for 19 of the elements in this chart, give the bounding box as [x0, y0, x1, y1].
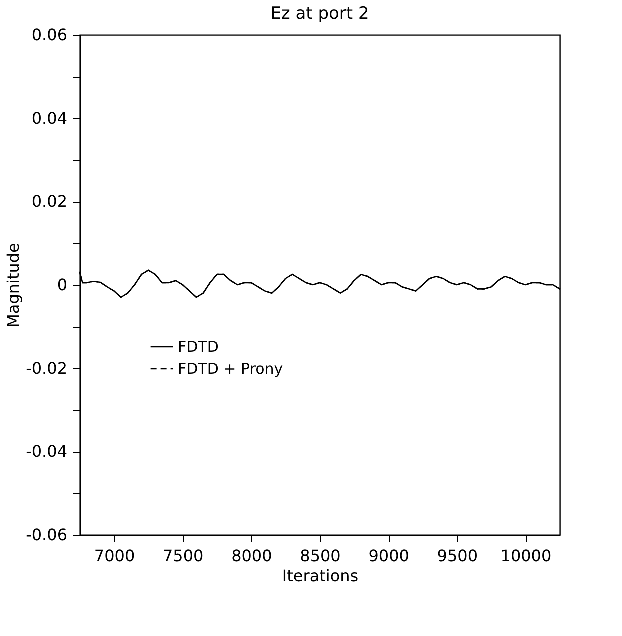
x-axis-title: Iterations — [282, 566, 359, 586]
y-tick-label: 0.06 — [32, 26, 68, 44]
x-tick-label: 7500 — [163, 546, 204, 566]
legend-label: FDTD — [178, 338, 219, 356]
y-tick-label: -0.04 — [26, 442, 68, 462]
y-tick-label: -0.02 — [26, 358, 68, 378]
x-tick-label: 9500 — [437, 546, 478, 566]
y-tick-label: -0.06 — [26, 526, 68, 544]
x-tick-label: 9000 — [368, 546, 410, 566]
y-tick-label: 0 — [57, 276, 68, 294]
x-tick-label: 8500 — [300, 546, 341, 566]
x-tick-label: 7000 — [94, 546, 136, 566]
x-tick-label: 8000 — [232, 546, 272, 566]
y-tick-label: 0.04 — [32, 108, 68, 128]
legend-label: FDTD + Prony — [178, 360, 284, 378]
x-tick-label: 10000 — [500, 546, 552, 566]
y-axis-title: Magnitude — [4, 243, 24, 328]
y-tick-label: 0.02 — [32, 192, 68, 212]
chart-title: Ez at port 2 — [270, 4, 370, 24]
